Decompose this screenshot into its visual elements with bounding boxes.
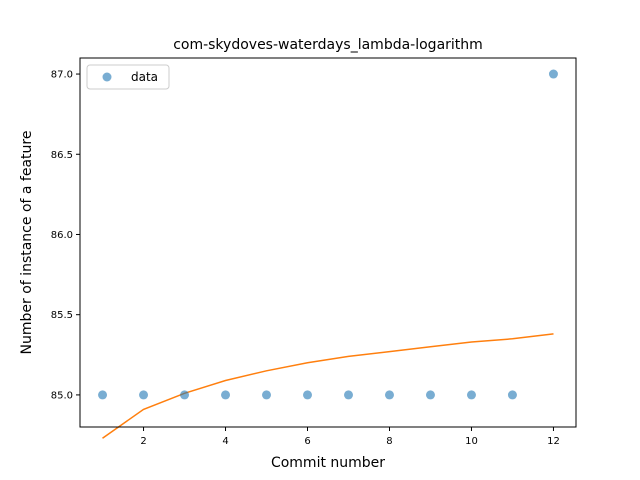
legend-frame: [86, 64, 170, 90]
data-point: [548, 69, 558, 79]
data-point: [262, 390, 272, 400]
y-tick-label: 87.0: [51, 70, 73, 81]
x-tick-label: 4: [222, 436, 228, 447]
data-point: [466, 390, 476, 400]
legend-marker-data: [102, 72, 112, 82]
x-tick-label: 10: [465, 436, 478, 447]
y-tick-label: 86.0: [51, 230, 73, 241]
data-point: [343, 390, 353, 400]
legend: data: [86, 64, 170, 90]
data-point: [425, 390, 435, 400]
chart-title: com-skydoves-waterdays_lambda-logarithm: [173, 37, 483, 53]
y-tick-label: 85.0: [51, 390, 73, 401]
x-tick-label: 2: [140, 436, 146, 447]
x-tick-label: 12: [547, 436, 560, 447]
x-tick-label: 6: [304, 436, 310, 447]
x-axis-label: Commit number: [271, 455, 385, 471]
ticks: 2 4 6 8 10 12 85.0 85.5 86.0 86.5 87.0: [51, 70, 560, 447]
data-point: [180, 390, 190, 400]
fit-line: [102, 333, 554, 439]
data-point: [303, 390, 313, 400]
axes-frame: [79, 57, 577, 428]
data-point: [98, 390, 108, 400]
data-point: [507, 390, 517, 400]
data-point: [221, 390, 231, 400]
plot-area: [98, 69, 558, 439]
data-point: [384, 390, 394, 400]
x-tick-label: 8: [386, 436, 392, 447]
data-point: [139, 390, 149, 400]
y-tick-label: 86.5: [51, 150, 73, 161]
y-tick-label: 85.5: [51, 310, 73, 321]
legend-label-data: data: [131, 70, 158, 84]
y-axis-label: Number of instance of a feature: [19, 131, 35, 355]
